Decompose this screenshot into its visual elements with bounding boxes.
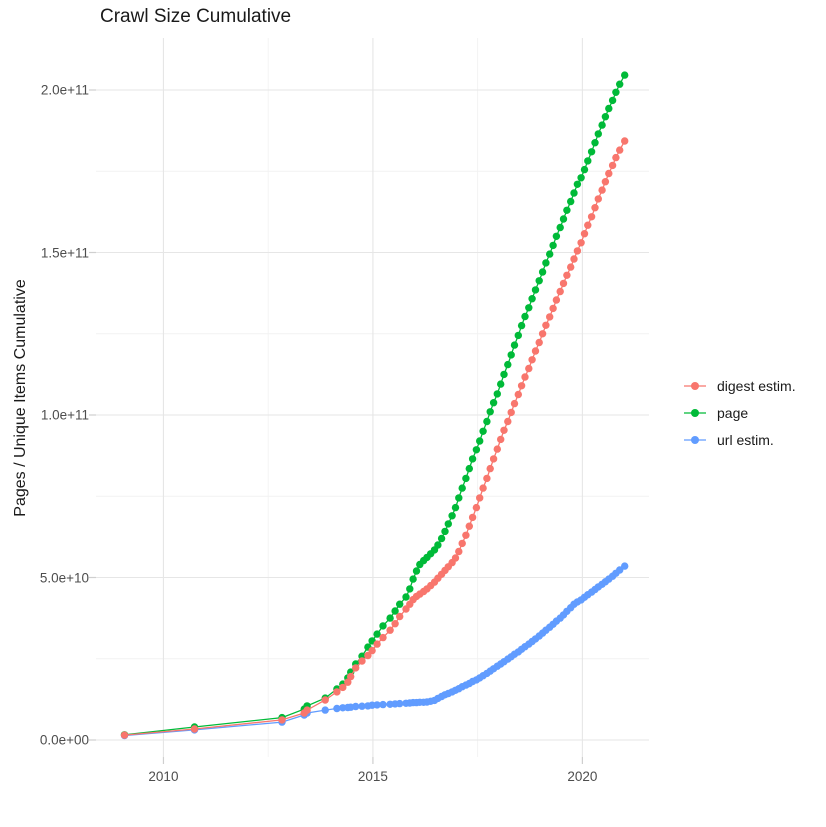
legend-label: digest estim. [717,378,796,394]
legend-item-page: page [683,405,796,421]
x-tick-label: 2010 [148,769,179,784]
data-series-layer [120,71,629,740]
gridlines-major [96,38,649,757]
legend-key-icon [684,409,706,417]
y-tick-label: 0.0e+00 [39,732,89,748]
legend-label: page [717,405,749,421]
y-axis-title: Pages / Unique Items Cumulative [12,279,29,517]
legend-key-icon [684,436,706,444]
x-tick-label: 2020 [567,769,598,784]
legend-item-url: url estim. [683,432,796,448]
y-tick-label: 1.5e+11 [40,245,89,260]
x-tick-label: 2015 [357,769,388,784]
legend-key-icon [684,382,706,390]
y-tick-label: 5.0e+10 [39,570,89,585]
axis-tick-marks [89,89,583,764]
legend: digest estim. page url estim. [683,378,796,448]
legend-label: url estim. [717,432,774,448]
legend-item-digest: digest estim. [683,378,796,394]
chart-title: Crawl Size Cumulative [100,6,292,27]
y-tick-label: 1.0e+11 [40,407,89,423]
y-tick-label: 2.0e+11 [40,82,89,98]
